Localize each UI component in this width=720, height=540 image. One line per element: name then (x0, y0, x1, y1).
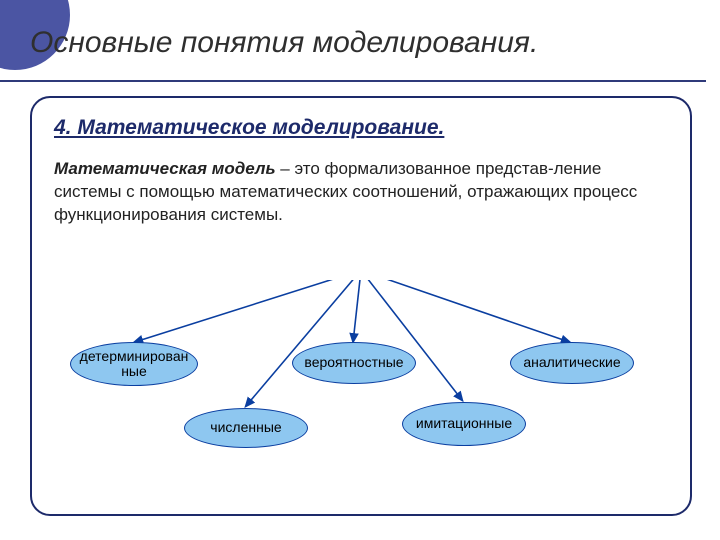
diagram-area: детерминированные вероятностные аналитичес… (32, 280, 690, 514)
diagram-node-n2: вероятностные (292, 342, 416, 384)
title-wrap: Основные понятия моделирования. (30, 26, 700, 60)
page-title: Основные понятия моделирования. (30, 26, 700, 60)
diagram-node-n1: детерминированные (70, 342, 198, 386)
content-panel: 4. Математическое моделирование. Математ… (30, 96, 692, 516)
definition-bold: Математическая модель (54, 159, 276, 178)
definition-text: Математическая модель – это формализован… (54, 158, 668, 227)
section-subtitle: 4. Математическое моделирование. (54, 116, 668, 140)
diagram-node-n3: аналитические (510, 342, 634, 384)
diagram-node-n4: численные (184, 408, 308, 448)
title-underline (0, 80, 706, 82)
diagram-node-n5: имитационные (402, 402, 526, 446)
diagram-arrows (32, 280, 690, 514)
